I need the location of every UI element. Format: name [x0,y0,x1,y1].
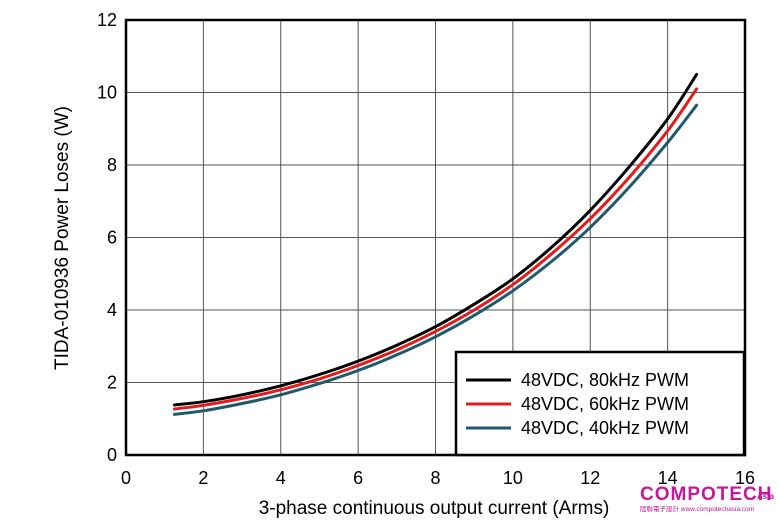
y-tick-label-5: 10 [97,83,117,103]
x-tick-label-1: 2 [198,468,208,488]
x-tick-labels: 0 2 4 6 8 10 12 14 16 [121,468,755,488]
x-tick-label-6: 12 [580,468,600,488]
watermark-tagline: 陸聯電子設計 www.compotechasia.com [640,504,754,513]
y-axis-title: TIDA-010936 Power Loses (W) [52,106,73,370]
series-line-0 [172,72,699,407]
plot-frame [124,18,747,457]
y-tick-label-3: 6 [107,228,117,248]
y-tick-label-0: 0 [107,445,117,465]
y-tick-label-1: 2 [107,373,117,393]
y-tick-label-4: 8 [107,155,117,175]
x-tick-label-3: 6 [353,468,363,488]
watermark-logo-suffix: Asia [757,492,774,501]
x-tick-label-8: 16 [735,468,755,488]
x-tick-label-0: 0 [121,468,131,488]
x-tick-label-2: 4 [276,468,286,488]
y-tick-label-6: 12 [97,10,117,30]
x-tick-label-4: 8 [430,468,440,488]
legend: 48VDC, 80kHz PWM 48VDC, 60kHz PWM 48VDC, 4… [454,350,746,457]
y-tick-label-2: 4 [107,300,117,320]
x-tick-label-7: 14 [658,468,678,488]
watermark-logo-text: COMPOTECH [640,484,773,505]
series-line-1 [172,87,699,411]
legend-label-2: 48VDC, 40kHz PWM [521,418,689,438]
x-tick-label-5: 10 [503,468,523,488]
legend-label-0: 48VDC, 80kHz PWM [521,370,689,390]
series-lines [172,72,699,416]
compotech-watermark-logo: COMPOTECH Asia 陸聯電子設計 www.compotechasia.… [640,484,774,513]
series-line-2 [172,103,699,416]
legend-label-1: 48VDC, 60kHz PWM [521,394,689,414]
x-axis-title: 3-phase continuous output current (Arms) [259,498,610,519]
y-tick-labels: 0 2 4 6 8 10 12 [97,10,117,465]
